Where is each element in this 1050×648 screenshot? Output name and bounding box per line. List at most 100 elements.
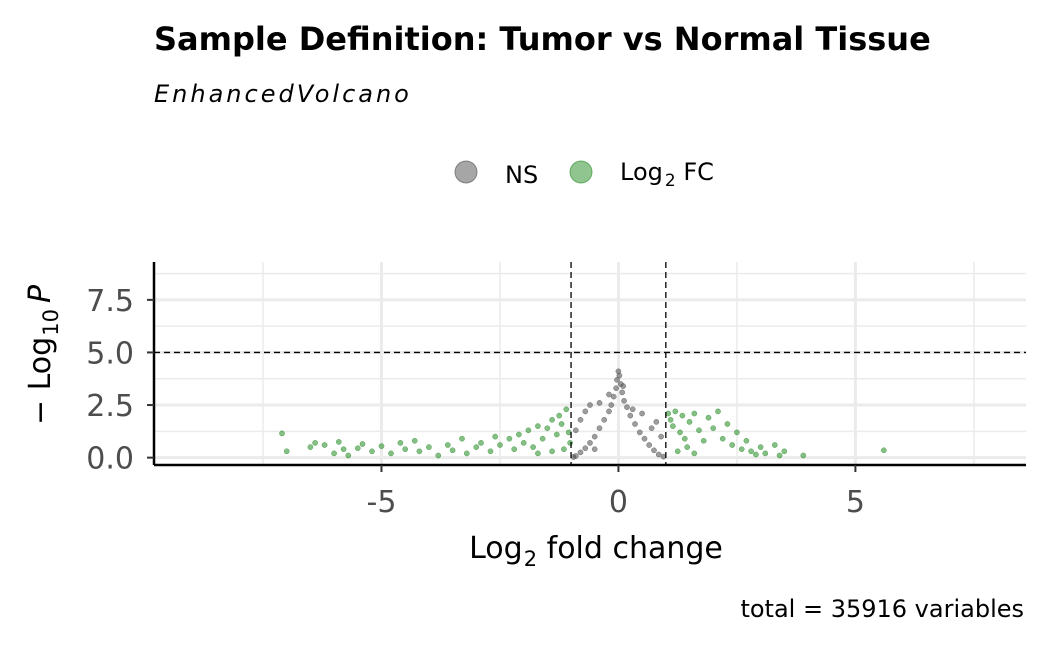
axes bbox=[152, 262, 1026, 467]
legend-label-log2fc: Log 2 FC bbox=[620, 158, 714, 191]
legend-swatch-ns bbox=[454, 160, 478, 184]
chart-subtitle: EnhancedVolcano bbox=[154, 80, 412, 108]
legend-label-ns: NS bbox=[505, 161, 538, 189]
legend-swatch-log2fc bbox=[569, 160, 593, 184]
log2fc-point bbox=[354, 445, 361, 452]
y-tick-label: 5.0 bbox=[86, 336, 134, 371]
log2fc-point bbox=[705, 414, 712, 421]
log2fc-point bbox=[880, 447, 887, 454]
ns-point bbox=[632, 421, 638, 427]
x-axis-title-suffix: fold change bbox=[537, 531, 723, 566]
log2fc-point bbox=[691, 410, 698, 417]
y-axis-title-sub: 10 bbox=[39, 309, 63, 336]
log2fc-point bbox=[800, 452, 807, 459]
log2fc-point bbox=[535, 450, 541, 457]
log2fc-point bbox=[378, 443, 385, 449]
log2fc-point bbox=[677, 429, 683, 436]
log2fc-point bbox=[335, 439, 342, 445]
cutoff-lines bbox=[154, 262, 1026, 465]
ns-point bbox=[613, 385, 619, 392]
log2fc-point bbox=[738, 446, 745, 453]
log2fc-point bbox=[312, 440, 318, 446]
log2fc-point bbox=[748, 448, 754, 455]
x-axis-title: Log2 fold change bbox=[469, 531, 723, 571]
ns-point bbox=[655, 451, 662, 458]
tick-labels: -5 0 5 0.0 2.5 5.0 7.5 bbox=[86, 284, 865, 520]
ns-point bbox=[596, 425, 603, 432]
log2fc-point bbox=[487, 448, 494, 455]
y-tick-label: 7.5 bbox=[86, 284, 134, 319]
log2fc-point bbox=[684, 444, 691, 450]
log2fc-point bbox=[715, 408, 721, 415]
ns-point bbox=[653, 419, 660, 425]
ns-point bbox=[636, 429, 643, 436]
x-tick-label: 5 bbox=[846, 485, 865, 520]
log2fc-point bbox=[729, 442, 736, 448]
log2fc-point bbox=[556, 412, 563, 419]
ns-point bbox=[601, 416, 608, 423]
y-tick-label: 2.5 bbox=[86, 389, 134, 424]
log2fc-point bbox=[674, 448, 681, 455]
log2fc-point bbox=[359, 441, 366, 447]
ns-point bbox=[596, 400, 603, 406]
log2fc-point bbox=[719, 435, 726, 442]
ns-point bbox=[614, 376, 620, 383]
log2fc-point bbox=[691, 450, 698, 457]
ns-point bbox=[610, 393, 617, 400]
log2fc-point bbox=[563, 406, 570, 413]
minor-gridlines bbox=[154, 262, 1026, 465]
ns-point bbox=[627, 412, 634, 419]
log2fc-point bbox=[520, 440, 527, 446]
ns-point bbox=[620, 383, 627, 389]
log2fc-point bbox=[743, 437, 750, 444]
log2fc-point bbox=[549, 416, 555, 423]
y-tick-label: 0.0 bbox=[86, 442, 134, 477]
log2fc-point bbox=[459, 435, 465, 442]
ns-point bbox=[587, 402, 593, 408]
log2fc-point bbox=[667, 416, 674, 423]
x-tick-label: -5 bbox=[367, 485, 397, 520]
ns-point bbox=[616, 372, 623, 379]
ns-point bbox=[624, 404, 630, 411]
major-gridlines bbox=[154, 262, 1026, 465]
log2fc-point bbox=[670, 423, 676, 429]
log2fc-point bbox=[426, 444, 432, 450]
log2fc-point bbox=[345, 452, 352, 459]
ns-point bbox=[648, 425, 655, 432]
log2fc-point bbox=[516, 431, 522, 438]
legend-label-log2fc-sub: 2 bbox=[665, 171, 676, 191]
log2fc-point bbox=[681, 435, 688, 442]
log2fc-point bbox=[530, 444, 536, 450]
log2fc-point bbox=[567, 440, 573, 446]
y-axis-title: − Log10 P bbox=[23, 284, 63, 425]
log2fc-point bbox=[535, 423, 541, 429]
ns-point bbox=[587, 440, 593, 446]
ns-point bbox=[658, 433, 664, 440]
ns-point bbox=[572, 427, 579, 434]
log2fc-point bbox=[553, 431, 560, 438]
log2fc-point bbox=[724, 421, 731, 427]
ns-point bbox=[606, 408, 612, 415]
log2fc-point bbox=[549, 448, 555, 455]
legend: NS Log 2 FC bbox=[454, 158, 714, 191]
log2fc-point bbox=[473, 444, 480, 450]
log2fc-point bbox=[776, 452, 783, 459]
log2fc-point bbox=[492, 433, 499, 440]
ns-point bbox=[577, 416, 584, 423]
log2fc-point bbox=[463, 450, 470, 457]
log2fc-point bbox=[539, 435, 546, 442]
ns-point bbox=[639, 410, 645, 417]
log2fc-point bbox=[449, 447, 456, 454]
y-axis-title-suffix: P bbox=[23, 284, 58, 303]
log2fc-point bbox=[762, 450, 769, 457]
ns-point bbox=[582, 408, 589, 415]
log2fc-point bbox=[444, 442, 451, 448]
ns-point bbox=[629, 406, 636, 413]
log2fc-point bbox=[497, 442, 503, 448]
log2fc-point bbox=[388, 450, 394, 457]
legend-label-log2fc-suffix: FC bbox=[676, 158, 714, 186]
log2fc-point bbox=[283, 448, 290, 455]
log2fc-point bbox=[478, 440, 484, 446]
log2fc-point bbox=[411, 437, 418, 444]
